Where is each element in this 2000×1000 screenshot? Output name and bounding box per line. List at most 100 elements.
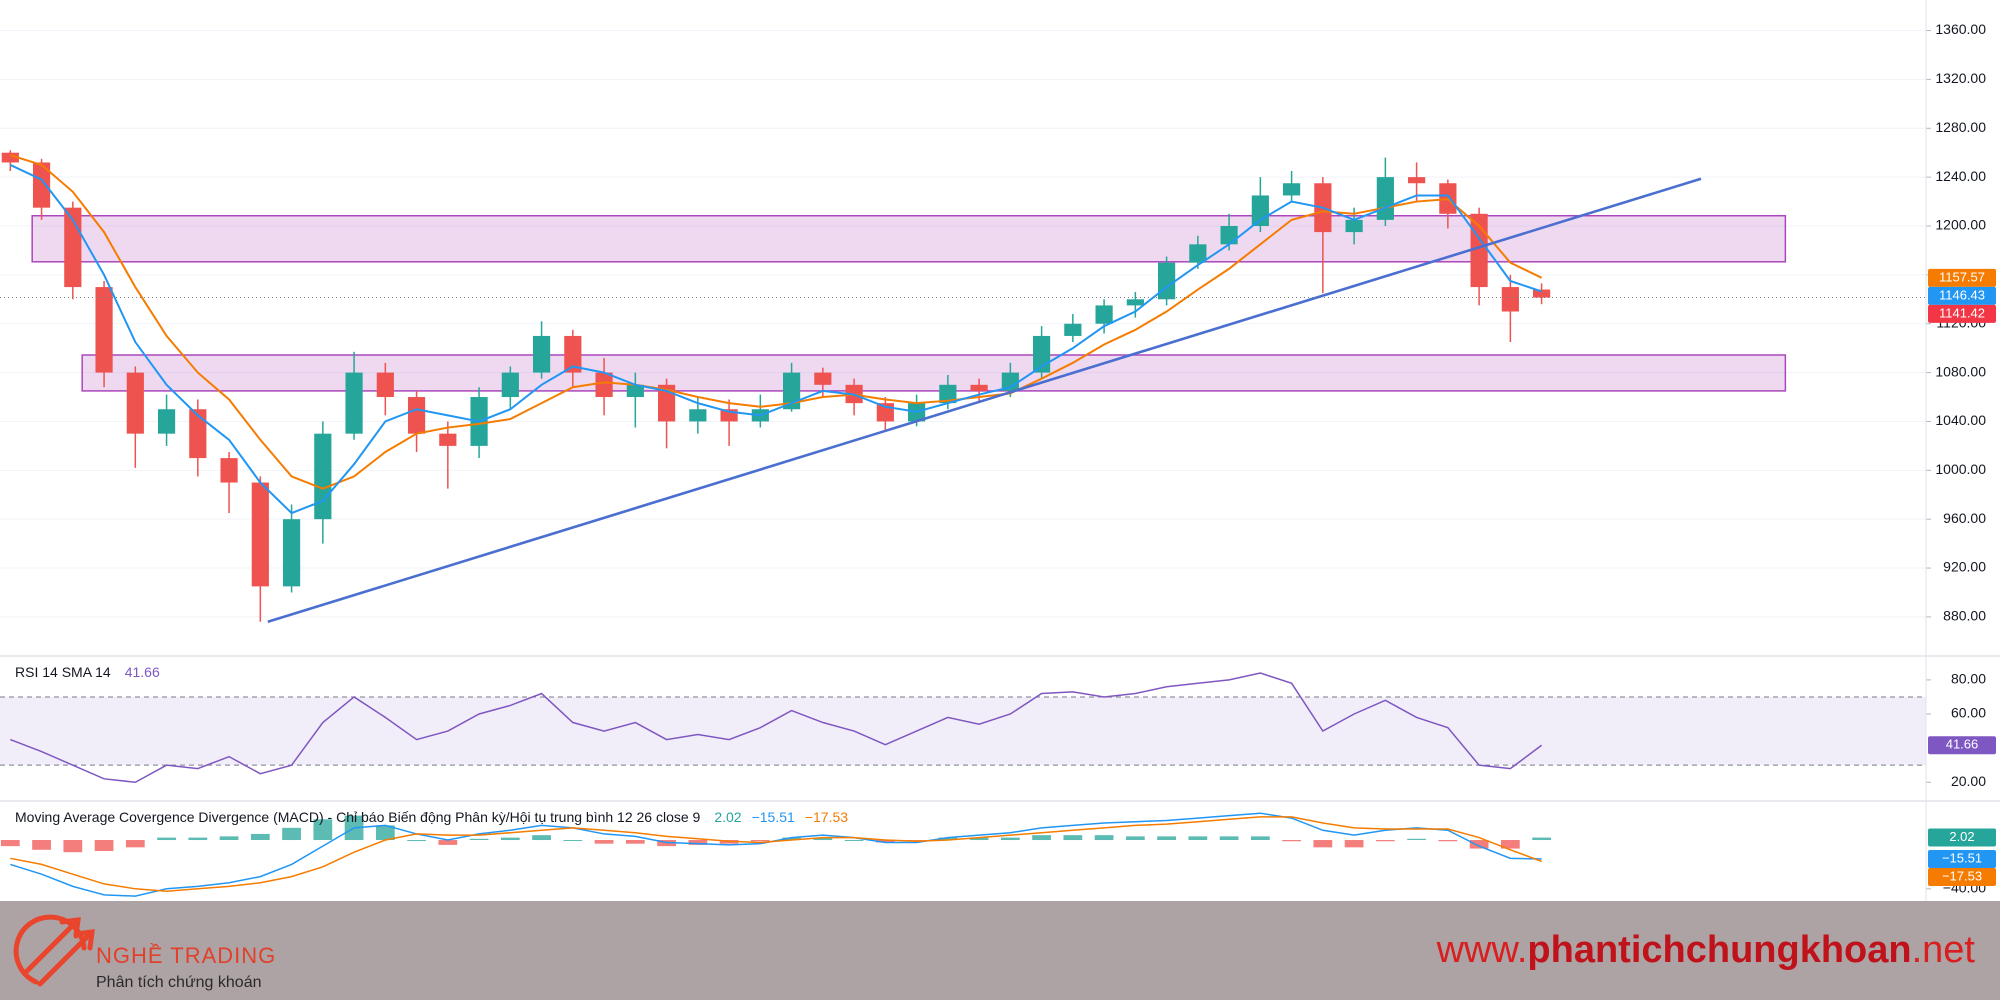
- y-tick-label: 1000.00: [1935, 461, 1986, 477]
- level-band: [0, 696, 1926, 766]
- histogram-bar: [0, 840, 20, 847]
- histogram-bar: [157, 837, 176, 841]
- candle-body: [1533, 289, 1551, 298]
- y-tick-label: 1280.00: [1935, 119, 1986, 135]
- histogram-bar: [1313, 840, 1333, 848]
- histogram-bar: [188, 837, 208, 841]
- url-suffix: .net: [1912, 929, 1976, 971]
- candle-body: [1189, 244, 1207, 263]
- candle-body: [126, 372, 144, 434]
- candle-body: [1001, 372, 1019, 391]
- candle-body: [314, 433, 332, 520]
- histogram-bar: [844, 840, 864, 842]
- candle-body: [1408, 177, 1426, 184]
- y-tick-label: 1040.00: [1935, 412, 1986, 428]
- legend-value: −15.51: [752, 809, 795, 825]
- candle-body: [1158, 262, 1176, 300]
- legend-value: 2.02: [714, 809, 741, 825]
- value-tag-label: 2.02: [1949, 829, 1974, 844]
- histogram-bar: [1032, 835, 1051, 841]
- histogram-bar: [594, 840, 614, 844]
- histogram-bar: [469, 838, 489, 841]
- value-tag-label: 41.66: [1946, 737, 1979, 752]
- y-tick-label: 80.00: [1951, 671, 1986, 687]
- candle-body: [782, 372, 801, 410]
- candle-body: [970, 384, 988, 391]
- histogram-bar: [438, 840, 458, 845]
- y-tick-label: 1200.00: [1935, 217, 1986, 233]
- histogram-bar: [782, 837, 801, 841]
- y-tick-label: 1320.00: [1935, 70, 1986, 86]
- legend-value: 41.66: [125, 664, 160, 680]
- histogram-bar: [1250, 836, 1270, 841]
- indicator-legend: RSI 14 SMA 14 41.66: [15, 664, 160, 680]
- logo-arrow-head: [59, 917, 81, 939]
- y-tick-label: 1080.00: [1935, 363, 1986, 379]
- candle-body: [189, 409, 207, 459]
- histogram-bar: [313, 819, 333, 841]
- indicator-line: [10, 154, 1543, 490]
- url-name: phantichchungkhoan: [1527, 929, 1911, 971]
- value-tag-label: −15.51: [1942, 850, 1982, 865]
- histogram-bar: [1282, 840, 1301, 842]
- candle-body: [1501, 287, 1519, 312]
- value-tag-label: 1146.43: [1939, 287, 1985, 302]
- candle-body: [407, 397, 426, 434]
- histogram-bar: [625, 840, 645, 844]
- histogram-bar: [282, 827, 301, 841]
- histogram-bar: [1375, 840, 1395, 842]
- candle-body: [1345, 219, 1363, 233]
- candle-body: [939, 384, 957, 404]
- histogram-bar: [219, 836, 239, 841]
- logo: [13, 914, 95, 987]
- candle-body: [282, 519, 301, 587]
- histogram-bar: [1438, 840, 1458, 842]
- y-tick-label: 1240.00: [1935, 168, 1986, 184]
- histogram-bar: [1063, 835, 1083, 841]
- legend-title: RSI 14 SMA 14: [15, 664, 111, 680]
- candle-body: [595, 372, 613, 398]
- histogram-bar: [1125, 836, 1145, 841]
- value-tag: [1928, 268, 1996, 287]
- candle-body: [814, 372, 832, 385]
- logo-arrow: [37, 933, 91, 987]
- indicator-line: [10, 672, 1543, 784]
- histogram-bar: [563, 840, 583, 842]
- candle-body: [532, 335, 551, 373]
- histogram-bar: [250, 833, 270, 841]
- histogram-bar: [1000, 837, 1020, 841]
- logo-arrow: [23, 921, 77, 975]
- legend-value: −17.53: [805, 809, 848, 825]
- histogram-bar: [500, 837, 520, 841]
- value-tag-label: −17.53: [1942, 868, 1982, 883]
- candle-body: [1376, 177, 1394, 220]
- candle-body: [1220, 225, 1238, 245]
- histogram-bar: [969, 837, 989, 841]
- value-tag: [1928, 849, 1996, 868]
- histogram-bar: [125, 840, 145, 848]
- histogram-bar: [94, 840, 114, 851]
- y-tick-label: 880.00: [1943, 608, 1986, 624]
- indicator-line: [10, 816, 1542, 892]
- histogram-bar: [1469, 840, 1489, 849]
- histogram-bar: [407, 840, 426, 842]
- brand-name: NGHỀ TRADING: [96, 943, 276, 968]
- histogram-bar: [375, 825, 395, 841]
- plot-area: 880.00 920.00 960.00 1000.00 1040.00 1080.00 1…: [0, 21, 1996, 897]
- website-url: www.phantichchungkhoan.net: [1436, 929, 1976, 971]
- candle-body: [689, 409, 707, 422]
- candle-body: [1251, 195, 1269, 226]
- histogram-bar: [688, 840, 708, 845]
- candle-body: [345, 372, 363, 434]
- value-tag: [1928, 828, 1996, 847]
- histogram-bar: [63, 840, 83, 853]
- value-tag-label: 1157.57: [1939, 269, 1985, 284]
- trendline: [267, 177, 1702, 624]
- y-tick-label: 20.00: [1951, 773, 1986, 789]
- histogram-bar: [813, 837, 833, 841]
- candle-body: [1064, 323, 1082, 336]
- candle-body: [1126, 299, 1144, 306]
- candle-body: [657, 384, 676, 422]
- candle-body: [1095, 305, 1113, 324]
